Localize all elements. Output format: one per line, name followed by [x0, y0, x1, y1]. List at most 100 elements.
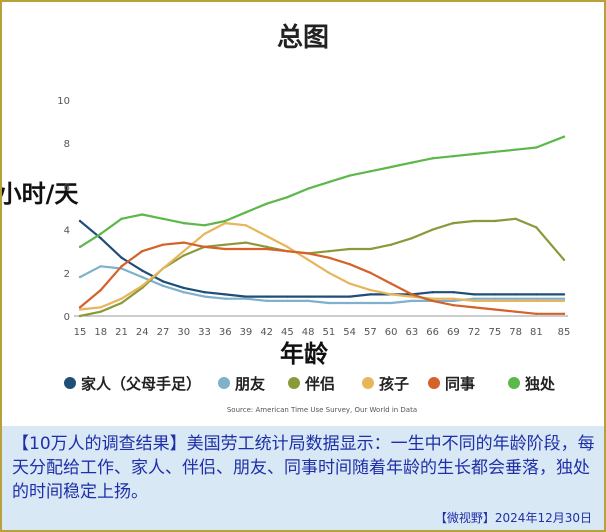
series-0-point	[161, 280, 165, 283]
series-1-point	[514, 297, 517, 300]
series-3-point	[265, 234, 268, 238]
x-tick-label: 81	[530, 327, 543, 338]
series-4-point	[327, 256, 331, 259]
y-tick-label: 4	[64, 226, 70, 237]
series-3-point	[182, 250, 185, 253]
series-0-point	[306, 295, 310, 298]
series-1-point	[286, 299, 289, 303]
series-0-point	[514, 293, 517, 296]
series-1-point	[327, 301, 331, 305]
series-2-point	[120, 301, 123, 305]
series-2-point	[389, 243, 393, 246]
series-4-point	[286, 250, 289, 253]
series-4-point	[265, 247, 268, 251]
series-0-point	[369, 293, 372, 296]
legend-label-0: 家人（父母手足）	[81, 375, 201, 393]
series-2-point	[182, 254, 185, 257]
series-2-point	[224, 243, 227, 246]
legend-label-3: 孩子	[379, 375, 409, 393]
series-2-point	[493, 219, 497, 223]
series-3-point	[286, 245, 289, 249]
x-tick-label: 30	[177, 327, 190, 338]
x-tick-label: 27	[157, 327, 170, 338]
series-4-point	[141, 250, 144, 253]
series-3-point	[141, 284, 144, 287]
series-1-point	[389, 301, 393, 305]
legend-marker-4	[428, 377, 440, 389]
series-5-point	[203, 224, 206, 227]
series-3-point	[161, 267, 165, 270]
series-0-point	[562, 293, 566, 296]
series-4-point	[410, 293, 414, 296]
series-5-point	[306, 187, 310, 190]
x-tick-label: 33	[198, 327, 211, 338]
legend-marker-5	[508, 377, 520, 389]
series-2-point	[431, 228, 434, 231]
series-3-point	[452, 297, 455, 300]
series-4-point	[431, 299, 434, 303]
series-4-point	[369, 271, 372, 274]
series-5-point	[389, 165, 393, 169]
series-3-point	[348, 282, 351, 285]
series-line-0	[79, 220, 564, 298]
series-1-point	[265, 299, 268, 303]
series-5-point	[452, 154, 455, 158]
series-5-point	[182, 221, 185, 225]
series-5-point	[472, 152, 476, 156]
series-5-point	[99, 232, 102, 236]
series-4-point	[493, 308, 497, 311]
x-axis-label: 年龄	[280, 340, 329, 368]
x-tick-label: 42	[260, 327, 273, 338]
x-tick-label: 21	[115, 327, 128, 338]
series-3-point	[562, 299, 566, 303]
series-1-point	[224, 297, 227, 300]
series-3-point	[369, 288, 372, 292]
series-5-point	[562, 135, 566, 138]
series-lines	[78, 135, 566, 318]
series-1-point	[369, 301, 372, 305]
series-4-point	[348, 262, 351, 266]
series-5-point	[141, 213, 144, 216]
series-5-point	[265, 202, 268, 205]
x-tick-label: 63	[406, 327, 419, 338]
legend-label-4: 同事	[445, 375, 475, 393]
series-2-point	[327, 250, 331, 253]
series-line-4	[79, 241, 564, 315]
x-tick-label: 78	[509, 327, 522, 338]
x-tick-label: 36	[219, 327, 232, 338]
x-tick-label: 48	[302, 327, 315, 338]
series-3-point	[203, 232, 206, 236]
x-tick-label: 45	[281, 327, 294, 338]
series-4-point	[182, 241, 185, 244]
source-note: Source: American Time Use Survey, Our Wo…	[227, 406, 417, 414]
series-1-point	[161, 284, 165, 287]
series-3-point	[493, 299, 497, 303]
y-tick-labels: 0 2 4 6 8 10	[57, 96, 70, 323]
series-0-point	[265, 295, 268, 298]
series-0-point	[120, 256, 123, 259]
legend-label-5: 独处	[525, 375, 556, 393]
x-tick-label: 24	[136, 327, 149, 338]
series-5-point	[410, 161, 414, 164]
x-tick-label: 57	[364, 327, 377, 338]
series-1-point	[348, 301, 351, 305]
x-tick-label: 85	[558, 327, 571, 338]
caption-box: 【10万人的调查结果】美国劳工统计局数据显示：一生中不同的年龄阶段，每天分配给工…	[2, 426, 604, 530]
series-4-point	[244, 247, 248, 251]
series-3-point	[99, 306, 102, 309]
series-0-point	[535, 293, 538, 296]
series-3-point	[244, 224, 248, 227]
series-3-point	[389, 293, 393, 296]
series-5-point	[78, 245, 82, 249]
series-1-point	[472, 297, 476, 300]
series-0-point	[472, 293, 476, 296]
series-4-point	[203, 245, 206, 249]
x-tick-label: 39	[240, 327, 253, 338]
series-1-point	[244, 297, 248, 300]
series-4-point	[472, 306, 476, 309]
caption-footer: 【微视野】2024年12月30日	[434, 511, 592, 525]
series-4-point	[452, 304, 455, 307]
x-tick-label: 51	[323, 327, 336, 338]
series-2-point	[348, 247, 351, 251]
series-0-point	[452, 291, 455, 294]
